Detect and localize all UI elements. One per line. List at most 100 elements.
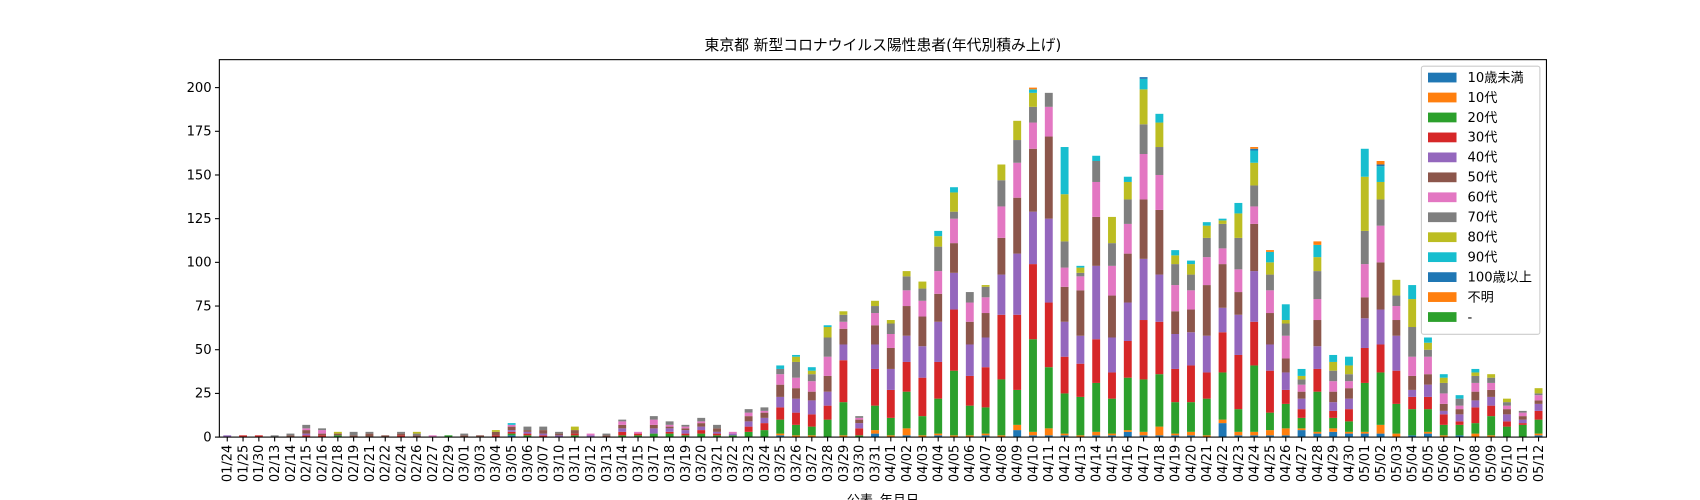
legend-swatch	[1428, 132, 1457, 143]
bar-segment	[1439, 424, 1448, 436]
bar-segment	[902, 271, 911, 277]
bar-segment	[523, 433, 532, 436]
x-tick-label: 03/19	[679, 445, 694, 482]
legend: 10歳未満 10代 20代 30代 40代 50代 60代 70代 80代 90代 100歳以上不明…	[1420, 65, 1541, 335]
x-tick-label: 04/02	[900, 445, 915, 482]
bar-segment	[1455, 414, 1464, 422]
bar-segment	[1171, 435, 1180, 438]
x-tick-label: 03/01	[458, 445, 473, 482]
bar-segment	[1266, 430, 1274, 436]
bar-segment	[570, 433, 579, 436]
x-tick-label: 03/26	[789, 445, 804, 482]
x-tick-label: 03/12	[584, 445, 599, 482]
bar-segment	[1092, 155, 1101, 162]
y-tick-label: 75	[195, 299, 212, 314]
bar-segment	[1266, 370, 1274, 413]
bar-segment	[602, 435, 611, 438]
bar-segment	[1029, 106, 1037, 123]
bar-segment	[1187, 309, 1195, 333]
bar-segment	[681, 433, 690, 436]
bar-segment	[1092, 161, 1101, 182]
legend-label: 20代	[1467, 110, 1497, 126]
bar-segment	[254, 435, 263, 438]
bar-segment	[855, 419, 864, 424]
bar-segment	[349, 431, 358, 436]
bar-segment	[1534, 433, 1543, 436]
bar-segment	[697, 426, 706, 431]
bar-segment	[792, 388, 800, 399]
bar-segment	[1313, 257, 1322, 272]
bar-segment	[1455, 405, 1464, 410]
bar-segment	[1155, 435, 1164, 438]
bar-segment	[1345, 374, 1353, 382]
bar-segment	[1329, 428, 1338, 432]
bar-segment	[1044, 302, 1053, 368]
bar-segment	[365, 431, 374, 434]
bar-segment	[586, 435, 595, 438]
bar-segment	[1345, 409, 1353, 422]
bar-segment	[665, 426, 674, 429]
bar-segment	[523, 435, 532, 438]
bar-segment	[871, 433, 879, 438]
x-tick-label: 02/24	[394, 445, 409, 482]
x-tick-label: 03/06	[521, 445, 536, 482]
bar-segment	[981, 337, 990, 368]
bar-segment	[460, 435, 469, 438]
bar-segment	[1234, 213, 1243, 238]
bar-segment	[997, 314, 1006, 380]
bar-segment	[950, 243, 958, 273]
bar-segment	[333, 433, 342, 436]
bar-segment	[965, 292, 974, 303]
bar-segment	[792, 361, 800, 378]
legend-label: 60代	[1467, 190, 1497, 206]
bar-segment	[918, 288, 927, 301]
bar-segment	[1487, 396, 1496, 406]
legend-swatch	[1428, 152, 1457, 163]
x-tick-label: 03/03	[473, 445, 488, 482]
bar-segment	[997, 435, 1006, 438]
bar-segment	[776, 365, 785, 369]
x-tick-label: 04/17	[1137, 445, 1152, 482]
bar-segment	[886, 435, 895, 438]
bar-segment	[476, 435, 484, 438]
bar-segment	[1029, 148, 1037, 212]
legend-label: 30代	[1467, 130, 1497, 146]
bar-segment	[1345, 388, 1353, 399]
legend-swatch	[1428, 252, 1457, 263]
x-tick-label: 02/19	[347, 445, 362, 482]
bar-segment	[823, 375, 832, 392]
bar-segment	[1108, 372, 1116, 399]
x-tick-label: 04/01	[884, 445, 899, 482]
bar-segment	[1518, 416, 1527, 420]
bar-segment	[1234, 435, 1243, 438]
bar-segment	[713, 428, 721, 432]
bar-segment	[223, 435, 232, 438]
bar-segment	[744, 416, 753, 422]
bar-segment	[934, 293, 943, 322]
bar-segment	[618, 428, 627, 432]
bar-segment	[1313, 299, 1322, 321]
bar-segment	[997, 274, 1006, 315]
bar-segment	[1171, 368, 1180, 403]
bar-segment	[1234, 431, 1243, 436]
legend-label: 80代	[1467, 230, 1497, 246]
bar-segment	[1155, 426, 1164, 436]
bar-segment	[1123, 176, 1132, 182]
bar-segment	[1329, 410, 1338, 418]
bar-segment	[1218, 332, 1227, 373]
legend-swatch	[1428, 272, 1457, 282]
bar-segment	[1092, 431, 1101, 436]
bar-segment	[365, 433, 374, 438]
bar-segment	[1471, 375, 1480, 383]
bar-segment	[618, 431, 627, 436]
bar-segment	[1076, 290, 1085, 336]
bar-segment	[1139, 77, 1148, 79]
bar-segment	[855, 435, 864, 438]
bar-segment	[1250, 271, 1259, 322]
bar-segment	[823, 356, 832, 376]
x-tick-label: 04/20	[1184, 445, 1199, 482]
bar-segment	[649, 424, 658, 429]
bar-segment	[981, 286, 990, 298]
bar-segment	[1329, 402, 1338, 411]
x-tick-label: 03/25	[774, 445, 789, 482]
